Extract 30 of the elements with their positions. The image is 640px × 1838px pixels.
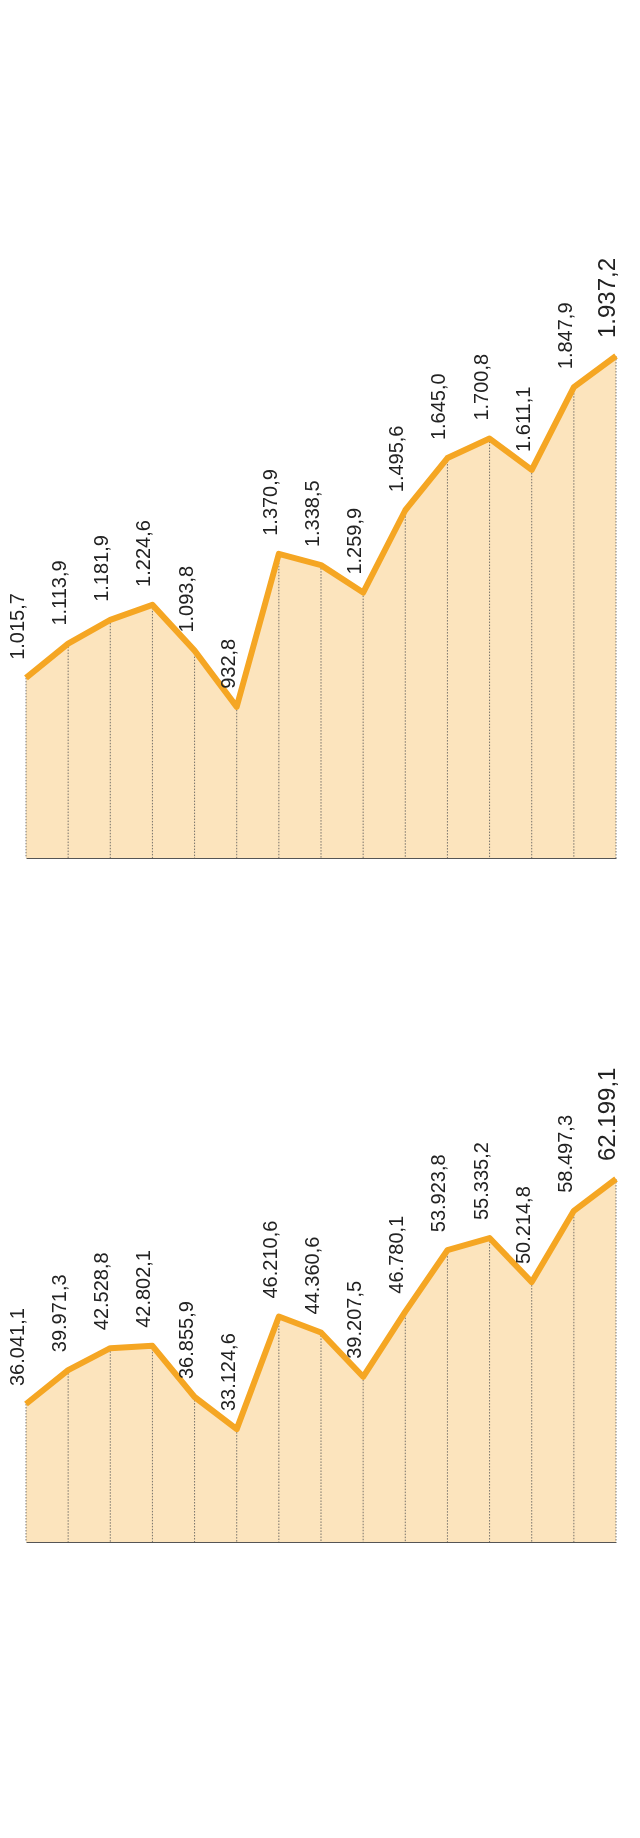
data-label: 39.207,5 — [343, 1280, 366, 1359]
data-label: 1.937,2 — [593, 257, 620, 338]
data-label: 1.495,6 — [385, 425, 408, 493]
data-label: 62.199,1 — [593, 1067, 620, 1161]
data-label: 1.847,9 — [553, 302, 576, 370]
data-label: 50.214,8 — [511, 1186, 534, 1265]
data-label: 932,8 — [216, 638, 239, 689]
data-label: 42.528,8 — [90, 1252, 113, 1331]
data-label: 53.923,8 — [427, 1154, 450, 1233]
data-label: 1.015,7 — [6, 593, 28, 660]
data-label: 55.335,2 — [469, 1142, 492, 1221]
data-label: 46.210,6 — [258, 1220, 281, 1299]
data-label: 58.497,3 — [553, 1114, 576, 1193]
data-label: 1.259,9 — [343, 507, 366, 575]
data-label: 1.181,9 — [90, 535, 113, 602]
data-label: 1.370,9 — [258, 469, 281, 536]
data-label: 33.124,6 — [216, 1333, 239, 1412]
data-label: 46.780,1 — [385, 1215, 408, 1294]
data-label: 1.611,1 — [511, 386, 534, 452]
data-label: 1.113,9 — [48, 560, 71, 626]
data-label: 1.093,8 — [174, 565, 197, 633]
data-label: 1.224,6 — [132, 520, 155, 587]
data-label: 1.700,8 — [469, 353, 492, 421]
data-label: 42.802,1 — [132, 1250, 155, 1328]
data-label: 1.338,5 — [301, 480, 323, 548]
data-label: 1.645,0 — [427, 373, 450, 441]
data-label: 44.360,6 — [301, 1236, 323, 1315]
data-label: 36.855,9 — [174, 1301, 197, 1379]
data-label: 36.041,1 — [6, 1308, 28, 1387]
data-label: 39.971,3 — [48, 1274, 71, 1353]
